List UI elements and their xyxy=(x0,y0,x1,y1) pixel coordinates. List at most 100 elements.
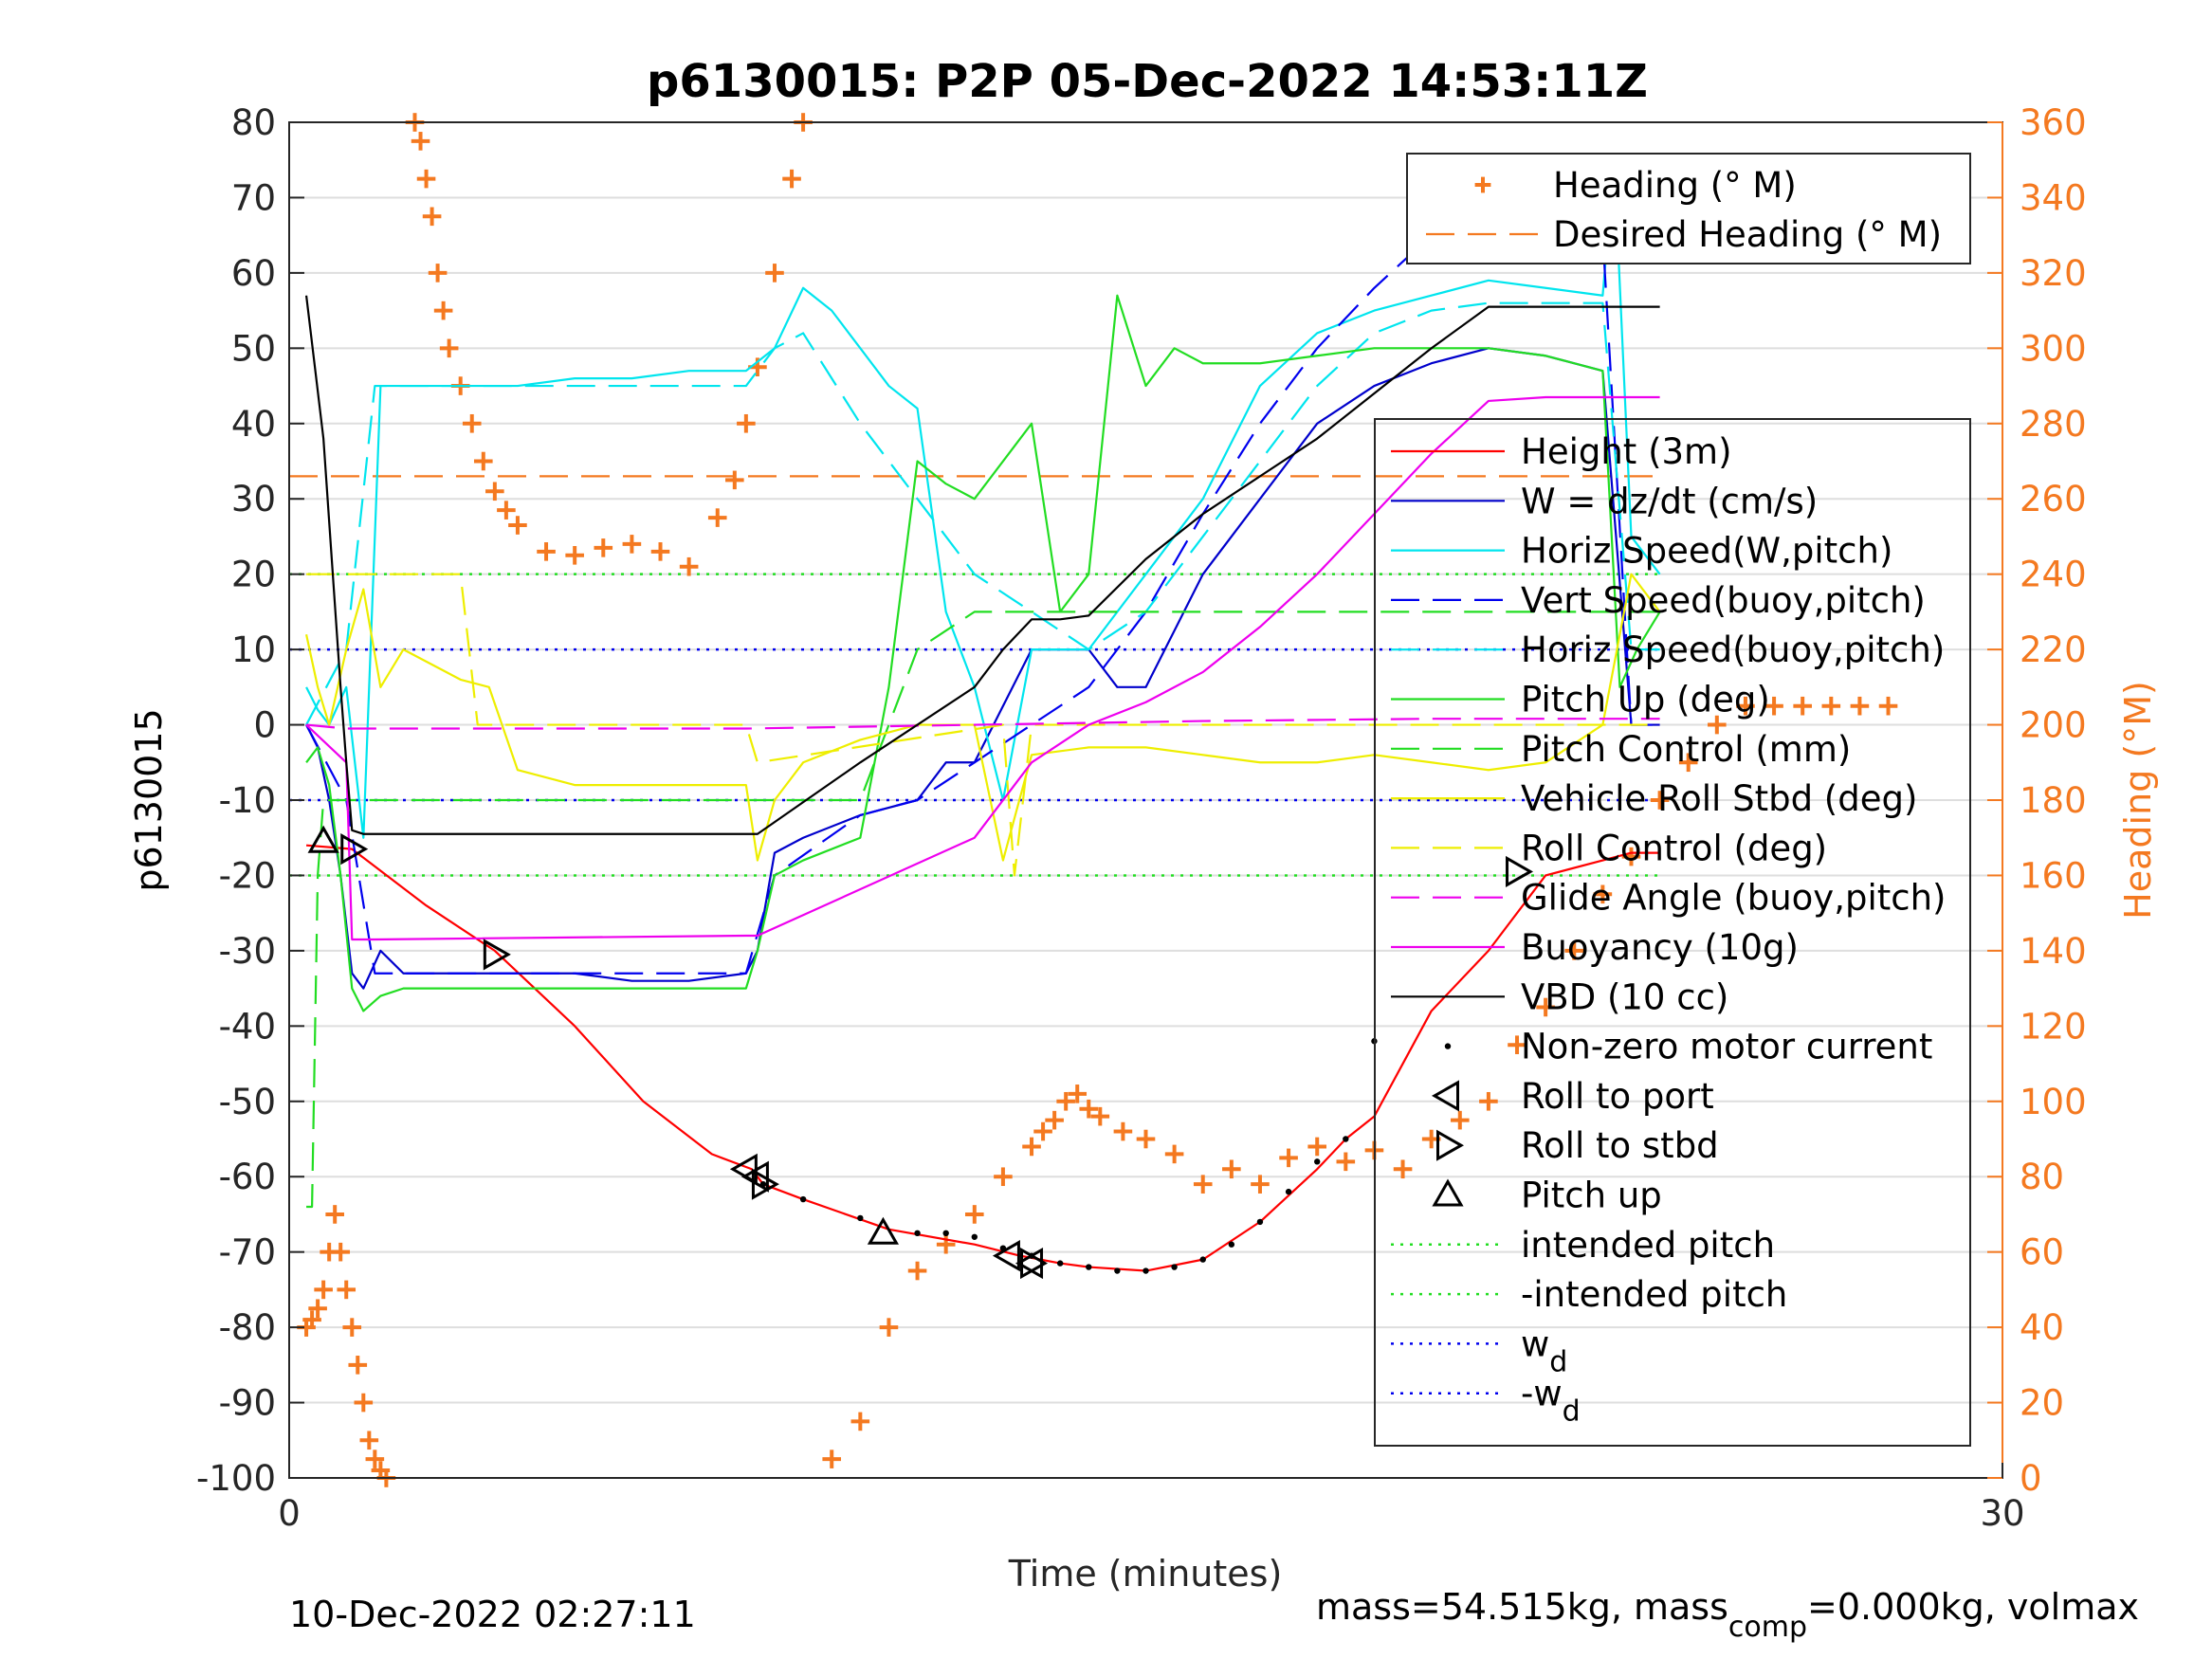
legend-heading-box xyxy=(1406,153,1971,264)
series-heading-m-point-38 xyxy=(765,264,784,283)
series-non-zero-motor-current-point-17 xyxy=(1314,1158,1321,1165)
series-non-zero-motor-current-point-1 xyxy=(799,1195,807,1203)
y-right-tick-label-11: 220 xyxy=(2020,629,2087,670)
series-non-zero-motor-current-point-2 xyxy=(857,1214,864,1222)
series-roll-to-port-point-3 xyxy=(1015,1247,1044,1280)
legend-heading: Heading (° M) Desired Heading (° M) xyxy=(1406,153,1971,264)
series-vbd-10-cc xyxy=(304,295,1660,835)
series-horiz-speed-w-pitch xyxy=(305,158,1661,839)
series-heading-m-point-18 xyxy=(422,207,442,227)
series-roll-to-stbd-point-4 xyxy=(1506,855,1534,888)
series-non-zero-motor-current-point-13 xyxy=(1199,1256,1206,1263)
footer-mass-part2: =0.000kg, volmax xyxy=(1807,1586,2139,1628)
legend-main-box xyxy=(1374,418,1971,1447)
series-heading-m-point-42 xyxy=(850,1412,870,1431)
series-heading-m-point-55 xyxy=(1113,1121,1133,1141)
y-right-tick-label-4: 80 xyxy=(2020,1157,2064,1197)
y-left-tick-label-3: -70 xyxy=(219,1232,276,1273)
y-right-tick-label-6: 120 xyxy=(2020,1006,2087,1047)
series-heading-m-point-8 xyxy=(342,1318,362,1337)
legend-main-label-9: Glide Angle (buoy,pitch) xyxy=(1521,878,1946,919)
x-tick-label-0: 0 xyxy=(278,1493,301,1534)
series-pitch-up-point-1 xyxy=(867,1216,900,1245)
y-left-tick-label-9: -10 xyxy=(219,780,276,821)
series-heading-m-point-19 xyxy=(428,264,448,283)
y-right-tick-label-17: 340 xyxy=(2020,177,2087,218)
legend-main-label-8: Roll Control (deg) xyxy=(1521,828,1827,868)
legend-heading-label-1: Desired Heading (° M) xyxy=(1553,214,1942,255)
series-heading-m-point-71 xyxy=(1564,941,1584,960)
y-right-tick-label-18: 360 xyxy=(2020,102,2087,143)
series-buoyancy-10g xyxy=(305,395,1660,941)
series-heading-m-point-3 xyxy=(314,1280,333,1300)
series-heading-m-point-77 xyxy=(1736,696,1755,716)
series-roll-to-stbd xyxy=(340,833,1534,1280)
y-axis-right: 0 20 40 60 80 100 120 140 160 180 200 220 240 260 280 3… xyxy=(1987,102,2087,1499)
chart-title: p6130015: P2P 05-Dec-2022 14:53:11Z xyxy=(647,55,1648,108)
series-heading-m-point-69 xyxy=(1508,1035,1526,1054)
series-roll-to-port-point-1 xyxy=(740,1160,769,1193)
series-heading-m-point-39 xyxy=(782,169,801,189)
series-roll-control-deg xyxy=(306,573,1660,877)
series-heading-m-point-21 xyxy=(439,338,459,358)
series-heading-m xyxy=(297,113,1898,1487)
series-roll-to-stbd-point-0 xyxy=(340,833,369,866)
y-axis-left: -100-90-80-70-60-50-40-30-20-10010203040… xyxy=(196,102,304,1499)
series-non-zero-motor-current-point-5 xyxy=(971,1233,978,1240)
legend-main-label-13: Roll to port xyxy=(1521,1076,1714,1117)
series-heading-m-point-58 xyxy=(1193,1175,1213,1194)
series-heading-m-point-41 xyxy=(822,1449,842,1468)
series-heading-m-point-34 xyxy=(707,508,727,527)
footer-mass-part1: mass=54.515kg, mass xyxy=(1316,1586,1728,1628)
series-pitch-control-mm xyxy=(306,611,1660,1209)
series-heading-m-point-81 xyxy=(1850,696,1870,716)
series-heading-m-point-28 xyxy=(537,542,556,561)
series-heading-m-point-62 xyxy=(1307,1137,1326,1157)
series-heading-m-point-32 xyxy=(650,542,670,561)
legend-main-label-15: Pitch up xyxy=(1521,1176,1662,1216)
y-right-tick-label-5: 100 xyxy=(2020,1082,2087,1122)
series-heading-m-point-73 xyxy=(1621,847,1641,866)
y-left-tick-label-2: -80 xyxy=(219,1307,276,1348)
y-left-tick-label-16: 60 xyxy=(231,253,276,294)
y-right-tick-label-3: 60 xyxy=(2020,1232,2064,1273)
series-heading-m-point-7 xyxy=(337,1280,356,1300)
legend-main-label-5: Pitch Up (deg) xyxy=(1521,680,1770,720)
series-heading-m-point-20 xyxy=(433,301,453,320)
series-heading-m-point-33 xyxy=(679,556,699,576)
series-heading-m-point-52 xyxy=(1068,1085,1088,1103)
footer-mass-sub: comp xyxy=(1728,1611,1807,1644)
series-non-zero-motor-current-point-3 xyxy=(914,1230,921,1237)
series-heading-m-point-45 xyxy=(936,1234,956,1254)
legend-main-label-14: Roll to stbd xyxy=(1521,1125,1719,1166)
series-heading-m-point-49 xyxy=(1033,1121,1052,1141)
y-left-tick-label-7: -30 xyxy=(219,931,276,972)
series-heading-m-point-75 xyxy=(1678,753,1698,773)
y-axis-left-label: p6130015 xyxy=(128,708,170,891)
series-non-zero-motor-current-point-9 xyxy=(1086,1264,1092,1270)
series-non-zero-motor-current-point-11 xyxy=(1143,1267,1149,1274)
series-heading-m-point-46 xyxy=(965,1205,984,1224)
y-right-tick-label-7: 140 xyxy=(2020,931,2087,972)
y-right-tick-label-10: 200 xyxy=(2020,705,2087,746)
series-non-zero-motor-current-point-14 xyxy=(1228,1241,1235,1248)
legend-main-label-10: Buoyancy (10g) xyxy=(1521,927,1799,968)
series-heading-m-point-79 xyxy=(1793,696,1812,716)
y-left-tick-label-13: 30 xyxy=(231,479,276,520)
legend-main-label-17: -intended pitch xyxy=(1521,1274,1787,1315)
series-non-zero-motor-current-point-12 xyxy=(1171,1264,1178,1270)
series-heading-m-point-70 xyxy=(1536,997,1555,1017)
series-heading-m-point-67 xyxy=(1450,1110,1470,1130)
y-left-tick-label-6: -40 xyxy=(219,1006,276,1047)
legend-main-label-11: VBD (10 cc) xyxy=(1521,976,1728,1017)
legend-main-label-12: Non-zero motor current xyxy=(1521,1027,1932,1067)
legend-main-label-sub-19: d xyxy=(1563,1395,1581,1429)
legend-main-sample-14 xyxy=(1436,1129,1465,1161)
y-right-tick-label-1: 20 xyxy=(2020,1383,2064,1424)
series-heading-m-point-5 xyxy=(325,1205,344,1224)
y-right-tick-label-8: 160 xyxy=(2020,855,2087,896)
series-roll-to-port-point-2 xyxy=(992,1240,1020,1272)
y-left-tick-label-11: 10 xyxy=(231,629,276,670)
series-heading-m-point-25 xyxy=(485,482,504,501)
series-heading-m-point-78 xyxy=(1764,696,1783,716)
